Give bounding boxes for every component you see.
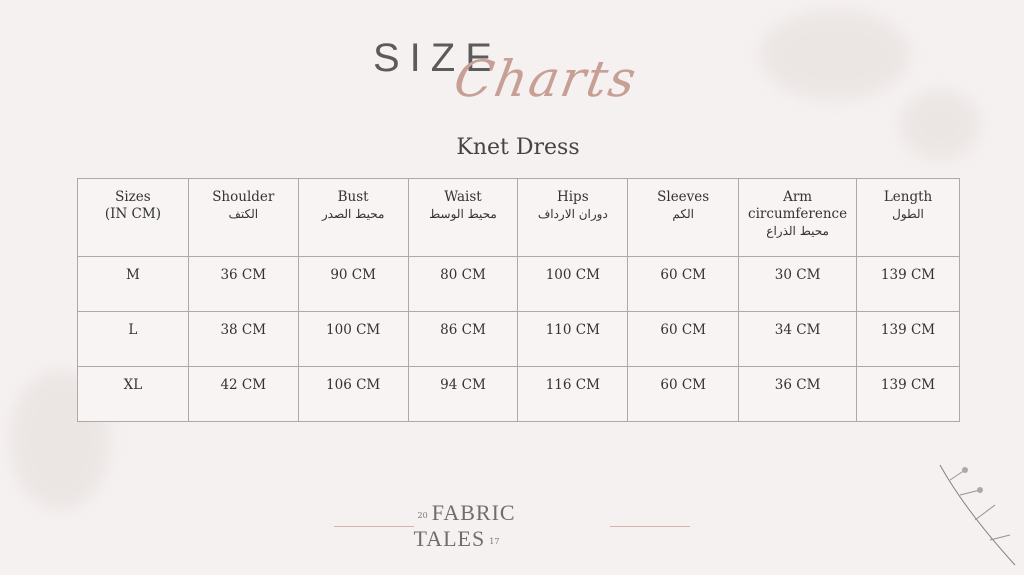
header-en: Sizes bbox=[115, 189, 151, 205]
column-header: Sleeves الكم bbox=[627, 178, 740, 257]
header-en: Length bbox=[883, 189, 933, 205]
header-ar: الكم bbox=[672, 207, 694, 221]
table-cell: 36 CM bbox=[738, 366, 858, 422]
header-ar: محيط الصدر bbox=[321, 207, 385, 221]
header-ar: محيط الذراع bbox=[766, 224, 829, 238]
column-header: Sizes (IN CM) bbox=[77, 178, 189, 257]
year-right: 17 bbox=[489, 537, 500, 546]
divider bbox=[334, 525, 414, 527]
header-ar: محيط الوسط bbox=[429, 207, 497, 221]
table-cell: 80 CM bbox=[407, 256, 519, 312]
floral-sprig-icon bbox=[939, 464, 1016, 566]
table-row: M 36 CM 90 CM 80 CM 100 CM 60 CM 30 CM 139 CM bbox=[77, 256, 960, 312]
table-cell: 60 CM bbox=[627, 366, 740, 422]
header-en-2: circumference bbox=[748, 206, 848, 222]
header-en-2: (IN CM) bbox=[104, 206, 161, 222]
header-en: Arm bbox=[783, 189, 813, 205]
title-size: SIZE bbox=[373, 36, 502, 80]
table-cell: 60 CM bbox=[627, 311, 740, 367]
header-en: Hips bbox=[556, 189, 589, 205]
header-en: Waist bbox=[444, 189, 482, 205]
column-header: Shoulder الكتف bbox=[187, 178, 299, 257]
header-ar: الطول bbox=[892, 207, 924, 221]
column-header: Length الطول bbox=[856, 178, 960, 257]
header-ar: دوران الارداف bbox=[537, 207, 608, 221]
table-row: L 38 CM 100 CM 86 CM 110 CM 60 CM 34 CM 139 CM bbox=[77, 311, 960, 367]
header-en: Sleeves bbox=[657, 189, 710, 205]
table-cell: 36 CM bbox=[187, 256, 299, 312]
table-cell: 30 CM bbox=[738, 256, 858, 312]
table-cell: 34 CM bbox=[738, 311, 858, 367]
brand-name: FABRIC TALES bbox=[413, 500, 516, 551]
brand-logo: 20 FABRIC TALES 17 bbox=[414, 500, 611, 552]
header-row: Sizes (IN CM) Shoulder الكتف Bust محيط الصدر W… bbox=[77, 178, 960, 257]
page-subtitle: Knet Dress bbox=[456, 135, 580, 160]
floral-decoration bbox=[900, 90, 980, 160]
column-header: Bust محيط الصدر bbox=[297, 178, 409, 257]
floral-decoration bbox=[760, 10, 910, 100]
table-cell: 38 CM bbox=[187, 311, 299, 367]
year-left: 20 bbox=[417, 511, 428, 520]
table-cell: 116 CM bbox=[517, 366, 629, 422]
table-cell: 110 CM bbox=[517, 311, 629, 367]
table-cell: 139 CM bbox=[856, 366, 960, 422]
column-header: Waist محيط الوسط bbox=[407, 178, 519, 257]
table-cell: M bbox=[77, 256, 189, 312]
column-header: Hips دوران الارداف bbox=[517, 178, 629, 257]
table-cell: 60 CM bbox=[627, 256, 740, 312]
size-table: Sizes (IN CM) Shoulder الكتف Bust محيط الصدر W… bbox=[77, 178, 960, 422]
table-row: XL 42 CM 106 CM 94 CM 116 CM 60 CM 36 CM 139 CM bbox=[77, 366, 960, 422]
table-cell: 86 CM bbox=[407, 311, 519, 367]
table-cell: 94 CM bbox=[407, 366, 519, 422]
table-cell: XL bbox=[77, 366, 189, 422]
table-cell: 106 CM bbox=[297, 366, 409, 422]
title-charts: Charts bbox=[449, 50, 643, 108]
table-cell: 100 CM bbox=[297, 311, 409, 367]
header-en: Bust bbox=[337, 189, 369, 205]
footer: 20 FABRIC TALES 17 bbox=[334, 500, 690, 552]
header-en: Shoulder bbox=[212, 189, 275, 205]
table-cell: 100 CM bbox=[517, 256, 629, 312]
table-cell: L bbox=[77, 311, 189, 367]
table-cell: 139 CM bbox=[856, 311, 960, 367]
table-cell: 90 CM bbox=[297, 256, 409, 312]
header-ar: الكتف bbox=[228, 207, 259, 221]
column-header: Arm circumference محيط الذراع bbox=[738, 178, 858, 257]
table-cell: 139 CM bbox=[856, 256, 960, 312]
table-cell: 42 CM bbox=[187, 366, 299, 422]
divider bbox=[610, 525, 690, 527]
